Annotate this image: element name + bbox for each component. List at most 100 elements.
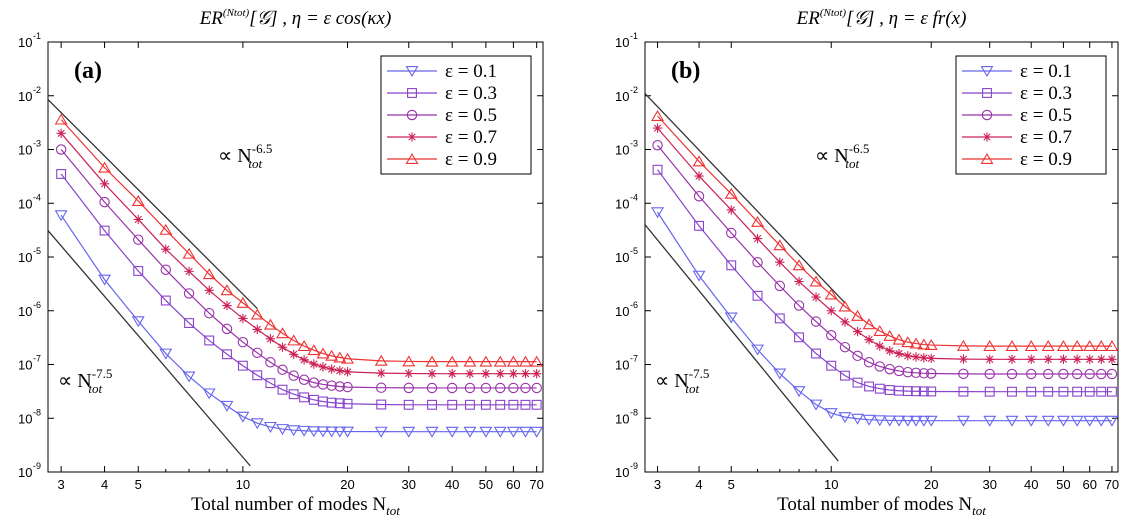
svg-text:-6: -6 (33, 300, 41, 310)
data-point (1084, 386, 1095, 397)
data-point (309, 359, 319, 369)
data-point (1085, 354, 1095, 364)
series (652, 140, 1118, 380)
data-point (287, 425, 301, 437)
svg-text:10: 10 (615, 465, 629, 480)
x-tick-label: 70 (529, 477, 543, 492)
legend: ε = 0.1ε = 0.3ε = 0.5ε = 0.7ε = 0.9 (380, 55, 532, 175)
data-point (826, 360, 837, 371)
data-point (773, 368, 787, 380)
data-point (56, 169, 67, 179)
data-point (299, 355, 309, 365)
x-axis: 3 4 5 10 20 30 40 50 60 70 (654, 42, 1119, 492)
series-line (657, 127, 1112, 360)
legend-item: ε = 0.5 (962, 105, 1072, 126)
data-point (958, 368, 969, 380)
data-point (465, 369, 475, 379)
data-point (811, 348, 821, 359)
data-point (530, 426, 543, 438)
reference-label: ∝ N-6.5 tot (815, 141, 869, 171)
data-point (133, 266, 144, 276)
data-point (862, 318, 876, 330)
data-point (901, 336, 915, 348)
x-tick-label: 10 (236, 477, 250, 492)
data-point (237, 360, 248, 371)
data-point (792, 386, 806, 398)
data-point (1106, 386, 1117, 397)
data-point (651, 109, 665, 121)
data-point (55, 144, 67, 155)
data-point (838, 300, 852, 312)
data-point (252, 347, 263, 359)
data-point (824, 288, 838, 300)
data-point (425, 426, 439, 438)
data-point (909, 415, 923, 427)
data-point (794, 276, 804, 287)
data-point (1094, 415, 1108, 427)
svg-text:10: 10 (18, 250, 32, 265)
data-point (883, 329, 897, 341)
data-point (917, 415, 931, 427)
svg-text:-1: -1 (33, 31, 41, 41)
data-point (852, 326, 863, 337)
x-tick-label: 50 (479, 477, 493, 492)
legend-label: ε = 0.1 (1020, 61, 1072, 82)
data-point (519, 426, 532, 438)
data-point (1083, 415, 1097, 427)
data-point (427, 369, 437, 379)
series-line (60, 132, 537, 375)
y-tick-label: 10 -5 (615, 246, 638, 265)
svg-text:-8: -8 (33, 407, 41, 417)
data-point (316, 347, 330, 359)
data-point (958, 386, 969, 397)
x-axis: 3 4 5 10 20 30 40 50 60 70 (58, 42, 544, 492)
data-point (202, 388, 216, 400)
legend-item: ε = 0.5 (387, 105, 497, 126)
data-point (981, 109, 993, 121)
data-point (838, 412, 852, 424)
data-point (751, 215, 765, 227)
svg-text:-2: -2 (33, 85, 41, 95)
data-point (519, 355, 532, 367)
data-point (447, 399, 458, 410)
reference-label: ∝ N-7.5 tot (58, 366, 112, 396)
data-point (924, 339, 938, 351)
data-point (918, 386, 929, 397)
x-tick-label: 40 (1024, 477, 1038, 492)
svg-text:10: 10 (615, 196, 629, 211)
data-point (792, 259, 806, 271)
data-point (956, 415, 970, 427)
y-tick-label: 10 -7 (615, 354, 638, 373)
data-point (250, 308, 264, 320)
svg-text:10: 10 (615, 35, 629, 50)
data-point (405, 152, 419, 164)
series (56, 128, 542, 379)
svg-text:10: 10 (18, 196, 32, 211)
y-tick-label: 10 -8 (615, 407, 638, 426)
y-tick-label: 10 -8 (18, 407, 41, 426)
legend-item: ε = 0.1 (962, 61, 1072, 82)
data-point (342, 367, 353, 377)
data-point (333, 426, 347, 438)
chart-panel-a: 10 -910 -810 -710 -610 -510 -410 -310 -210 -13 4 5 1… (18, 7, 544, 518)
legend-label: ε = 0.5 (445, 105, 497, 126)
data-point (1096, 386, 1107, 397)
data-point (1043, 354, 1053, 364)
data-point (901, 415, 915, 427)
data-point (863, 357, 875, 368)
data-point (238, 313, 248, 324)
data-point (403, 399, 414, 410)
data-point (236, 296, 250, 308)
data-point (840, 370, 850, 381)
data-point (840, 317, 850, 327)
svg-text:-5: -5 (630, 246, 638, 256)
data-point (851, 309, 864, 321)
x-axis-label: Total number of modes Ntot (777, 494, 986, 518)
y-tick-label: 10 -6 (615, 300, 638, 319)
data-point (873, 324, 887, 336)
data-point (446, 382, 458, 394)
data-point (495, 382, 506, 394)
data-point (775, 257, 785, 267)
data-point (326, 380, 337, 391)
x-tick-label: 60 (506, 477, 520, 492)
